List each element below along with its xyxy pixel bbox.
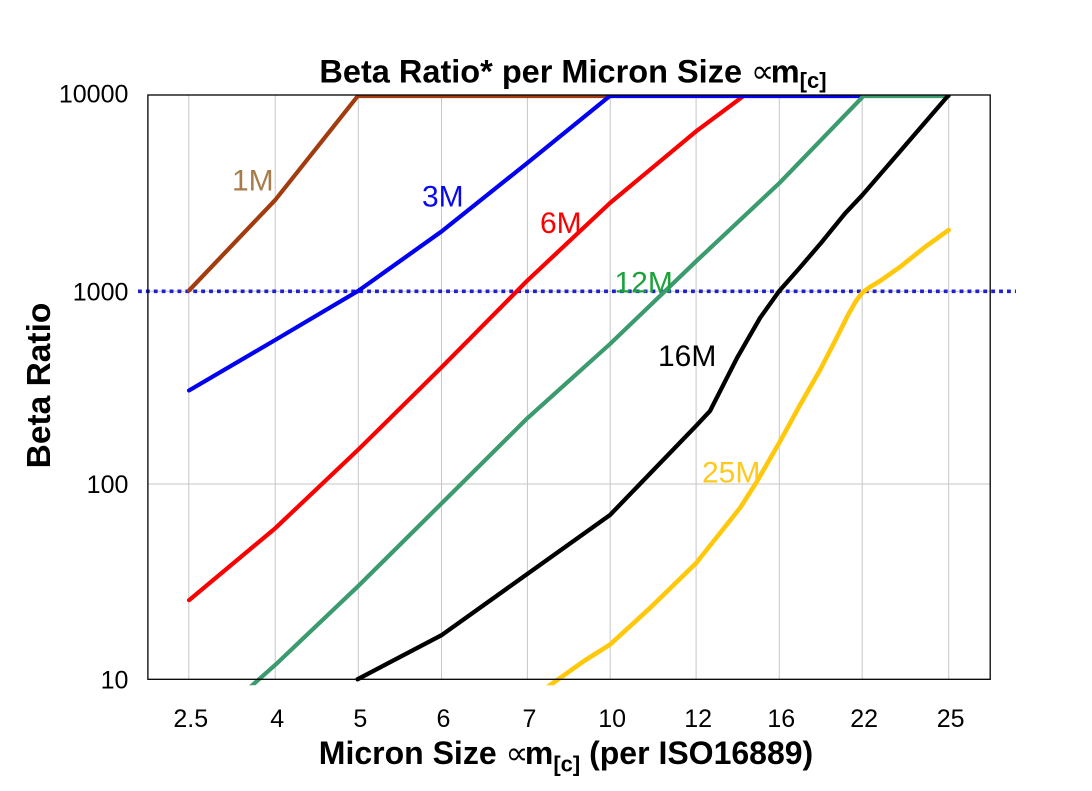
svg-text:10: 10 <box>101 666 129 694</box>
svg-text:6M: 6M <box>540 207 582 240</box>
svg-text:Beta Ratio* per Micron Size ∝m: Beta Ratio* per Micron Size ∝m[c] <box>319 54 826 94</box>
svg-text:25: 25 <box>937 705 965 733</box>
svg-text:16: 16 <box>767 705 795 733</box>
svg-text:100: 100 <box>87 471 129 499</box>
svg-text:2.5: 2.5 <box>173 705 208 733</box>
svg-text:22: 22 <box>850 705 878 733</box>
svg-text:1000: 1000 <box>73 278 129 306</box>
svg-text:10000: 10000 <box>59 81 129 109</box>
svg-text:7: 7 <box>522 705 536 733</box>
svg-text:16M: 16M <box>658 340 716 373</box>
svg-text:10: 10 <box>598 705 626 733</box>
svg-text:12: 12 <box>684 705 712 733</box>
svg-text:Beta Ratio: Beta Ratio <box>21 303 58 469</box>
svg-text:25M: 25M <box>702 457 760 490</box>
svg-text:6: 6 <box>437 705 451 733</box>
svg-text:12M: 12M <box>615 267 673 300</box>
svg-text:1M: 1M <box>232 165 274 198</box>
svg-text:3M: 3M <box>422 181 464 214</box>
svg-text:5: 5 <box>353 705 367 733</box>
svg-text:4: 4 <box>270 705 284 733</box>
